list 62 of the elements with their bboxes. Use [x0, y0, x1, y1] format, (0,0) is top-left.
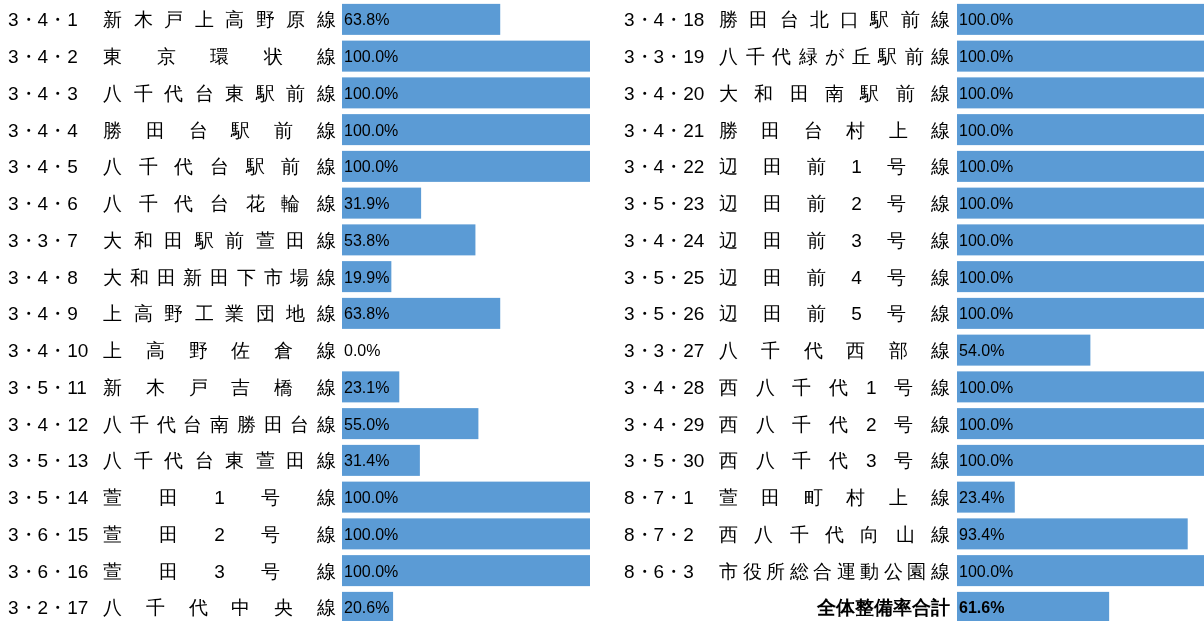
data-label: 0.0%	[344, 342, 381, 360]
bar	[342, 114, 590, 146]
bar	[342, 408, 479, 440]
bar	[342, 3, 501, 35]
data-label: 19.9%	[344, 268, 390, 286]
bar	[342, 297, 501, 329]
bar	[342, 481, 590, 513]
data-label: 100.0%	[959, 158, 1014, 176]
data-label: 63.8%	[344, 11, 390, 29]
data-label: 20.6%	[344, 599, 390, 617]
bar	[957, 224, 1204, 256]
data-label: 100.0%	[959, 305, 1014, 323]
data-label: 93.4%	[959, 525, 1005, 543]
data-label: 100.0%	[959, 268, 1014, 286]
data-label: 100.0%	[959, 231, 1014, 249]
bar	[957, 114, 1204, 146]
bar	[957, 187, 1204, 219]
bar	[957, 408, 1204, 440]
data-label: 100.0%	[959, 452, 1014, 470]
bar	[957, 40, 1204, 72]
data-label: 31.9%	[344, 195, 390, 213]
bar	[957, 555, 1204, 587]
bar	[342, 555, 590, 587]
bar	[957, 518, 1188, 550]
data-label: 100.0%	[959, 562, 1014, 580]
bar	[342, 150, 590, 182]
bar	[957, 3, 1204, 35]
data-label: 100.0%	[344, 562, 399, 580]
bar	[342, 77, 590, 109]
data-label: 100.0%	[344, 84, 399, 102]
data-label: 23.4%	[959, 489, 1005, 507]
data-label: 100.0%	[959, 121, 1014, 139]
data-label: 63.8%	[344, 305, 390, 323]
data-label: 100.0%	[344, 489, 399, 507]
y-tick-label: 全体整備率合計	[816, 597, 950, 619]
bar	[342, 224, 476, 256]
data-label: 100.0%	[959, 415, 1014, 433]
data-label: 31.4%	[344, 452, 390, 470]
data-label: 100.0%	[344, 48, 399, 66]
bar	[957, 334, 1091, 366]
data-label: 54.0%	[959, 342, 1005, 360]
data-label: 100.0%	[959, 84, 1014, 102]
data-label: 100.0%	[344, 525, 399, 543]
data-label: 53.8%	[344, 231, 390, 249]
data-label: 100.0%	[959, 195, 1014, 213]
bar	[957, 150, 1204, 182]
bar	[957, 261, 1204, 293]
bar	[957, 371, 1204, 403]
data-label: 100.0%	[959, 378, 1014, 396]
data-label: 23.1%	[344, 378, 390, 396]
data-label: 100.0%	[959, 48, 1014, 66]
data-label: 100.0%	[344, 158, 399, 176]
bar	[342, 40, 590, 72]
data-label: 100.0%	[959, 11, 1014, 29]
bar	[957, 444, 1204, 476]
data-label: 100.0%	[344, 121, 399, 139]
data-label: 55.0%	[344, 415, 390, 433]
bar	[957, 591, 1110, 621]
bar	[342, 518, 590, 550]
bar	[957, 297, 1204, 329]
bar	[957, 77, 1204, 109]
data-label: 61.6%	[959, 599, 1005, 617]
